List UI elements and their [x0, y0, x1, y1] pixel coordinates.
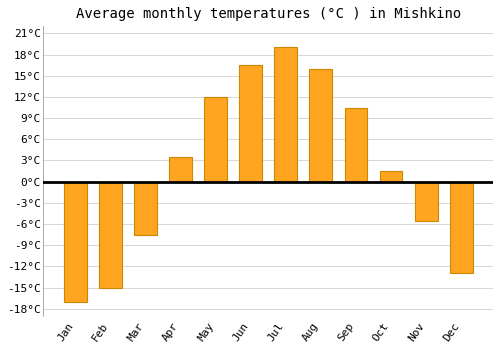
- Bar: [99, 182, 122, 288]
- Bar: [204, 97, 227, 182]
- Bar: [134, 182, 157, 234]
- Bar: [169, 157, 192, 182]
- Bar: [450, 182, 472, 273]
- Bar: [274, 48, 297, 182]
- Bar: [64, 182, 86, 302]
- Bar: [310, 69, 332, 182]
- Bar: [240, 65, 262, 182]
- Bar: [344, 107, 368, 182]
- Bar: [414, 182, 438, 220]
- Title: Average monthly temperatures (°C ) in Mishkino: Average monthly temperatures (°C ) in Mi…: [76, 7, 461, 21]
- Bar: [380, 171, 402, 182]
